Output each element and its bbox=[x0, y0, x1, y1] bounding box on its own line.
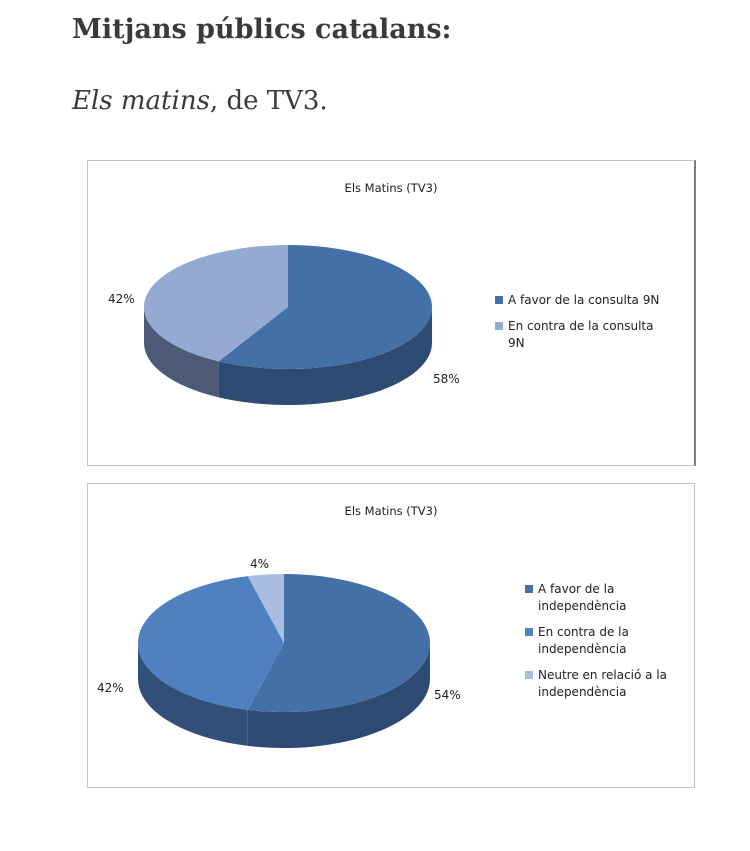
legend-item: A favor de la consulta 9N bbox=[495, 292, 668, 309]
chart-legend: A favor de la consulta 9N En contra de l… bbox=[495, 292, 668, 361]
chart-legend: A favor de la independència En contra de… bbox=[525, 581, 668, 710]
chart-title: Els Matins (TV3) bbox=[344, 181, 438, 195]
pie-slice bbox=[247, 574, 430, 712]
pie-chart-independencia: Els Matins (TV3) 4% 42% 54% A favor de l… bbox=[87, 483, 695, 788]
program-name: Els matins bbox=[72, 86, 210, 116]
pct-label-en-contra: 42% bbox=[97, 681, 124, 695]
legend-item: Neutre en relació a la independència bbox=[525, 667, 668, 701]
legend-swatch bbox=[495, 296, 503, 304]
legend-label: En contra de la consulta 9N bbox=[508, 319, 654, 350]
legend-item: En contra de la consulta 9N bbox=[495, 318, 668, 352]
legend-label: En contra de la independència bbox=[538, 625, 629, 656]
pct-label-neutre: 4% bbox=[250, 557, 270, 571]
legend-swatch bbox=[525, 671, 533, 679]
subheading-rest: , de TV3. bbox=[209, 86, 328, 116]
legend-swatch bbox=[525, 585, 533, 593]
section-subheading: Els matins, de TV3. bbox=[72, 86, 328, 116]
section-heading: Mitjans públics catalans: bbox=[72, 14, 452, 45]
pie-slice-side bbox=[144, 307, 219, 398]
legend-swatch bbox=[525, 628, 533, 636]
pie-slice bbox=[144, 245, 288, 362]
pie-chart-svg bbox=[137, 574, 430, 748]
pie-chart-consulta: Els Matins (TV3) 42% 58% A favor de la c… bbox=[87, 160, 696, 466]
pie-slice-side bbox=[218, 307, 432, 405]
pie-chart-svg bbox=[144, 245, 433, 405]
pct-label-a-favor: 54% bbox=[434, 688, 461, 702]
legend-label: Neutre en relació a la independència bbox=[538, 668, 668, 699]
pie-slice bbox=[137, 576, 284, 710]
pie-slice-side bbox=[138, 643, 248, 746]
pct-label-a-favor: 58% bbox=[433, 372, 460, 386]
pct-label-en-contra: 42% bbox=[108, 292, 135, 306]
legend-label: A favor de la consulta 9N bbox=[508, 293, 660, 307]
legend-swatch bbox=[495, 322, 503, 330]
pie-slice bbox=[218, 245, 433, 369]
pie-slice-side bbox=[247, 643, 430, 748]
legend-item: A favor de la independència bbox=[525, 581, 668, 615]
legend-label: A favor de la independència bbox=[538, 582, 627, 613]
legend-item: En contra de la independència bbox=[525, 624, 668, 658]
chart-title: Els Matins (TV3) bbox=[344, 504, 438, 518]
pie-slice bbox=[247, 574, 284, 643]
